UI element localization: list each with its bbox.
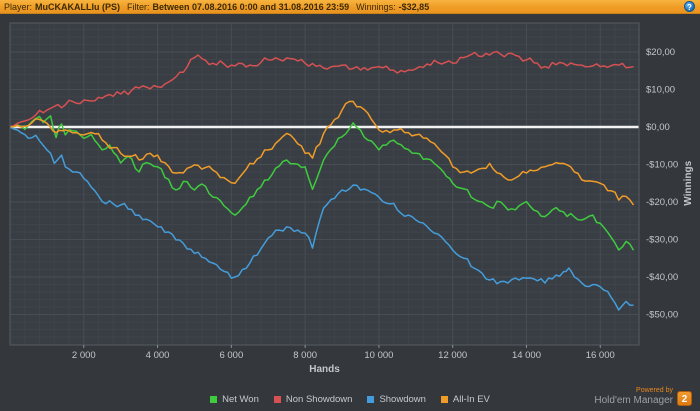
hm2-logo-badge: 2: [677, 391, 692, 406]
help-icon[interactable]: ?: [684, 1, 695, 12]
series-all-in-ev: [9, 100, 635, 206]
legend-item-net-won[interactable]: Net Won: [210, 394, 259, 405]
y-tick-label: $0,00: [646, 122, 670, 133]
x-tick-label: 2 000: [72, 350, 96, 361]
legend-label: Showdown: [379, 394, 426, 405]
legend-swatch: [367, 396, 375, 403]
y-axis-title: Winnings: [683, 160, 694, 205]
filter-value: Between 07.08.2016 0:00 and 31.08.2016 2…: [152, 1, 350, 12]
winnings-graph: 2 000 4 000 6 000 8 000 10 000 12 000 14 000 16…: [9, 22, 694, 375]
y-tick-label: -$40,00: [646, 272, 678, 283]
legend-label: Non Showdown: [285, 394, 353, 405]
chart-legend: Net Won Non Showdown Showdown All-In EV: [0, 394, 700, 405]
filter-label: Filter:: [127, 1, 150, 12]
plot-background: [10, 23, 639, 345]
x-tick-label: 16 000: [586, 350, 615, 361]
y-tick-label: -$30,00: [646, 235, 678, 246]
x-tick-label: 12 000: [438, 350, 467, 361]
winnings-label: Winnings:: [356, 1, 396, 12]
legend-item-showdown[interactable]: Showdown: [367, 394, 426, 405]
legend-label: Net Won: [222, 394, 259, 405]
legend-swatch: [273, 396, 281, 403]
legend-label: All-In EV: [452, 394, 490, 405]
plot-border: [9, 22, 640, 346]
y-tick-label: $20,00: [646, 47, 675, 58]
x-axis-title: Hands: [309, 364, 340, 375]
powered-by-block: Powered by Hold'em Manager 2: [594, 387, 692, 406]
series-showdown: [9, 126, 634, 311]
brand-text: Hold'em Manager: [594, 395, 673, 406]
x-tick-marks: [83, 345, 601, 348]
series-non-showdown: [9, 50, 634, 128]
x-tick-label: 14 000: [512, 350, 541, 361]
x-tick-label: 6 000: [219, 350, 243, 361]
x-tick-label: 10 000: [364, 350, 393, 361]
winnings-value: -$32,85: [398, 1, 430, 12]
legend-swatch: [440, 396, 448, 403]
legend-swatch: [210, 396, 218, 403]
x-tick-label: 4 000: [146, 350, 170, 361]
graph-title-bar: Player: MuCKAKALLlu (PS) Filter: Between…: [0, 0, 700, 14]
y-tick-label: -$10,00: [646, 160, 678, 171]
legend-item-non-showdown[interactable]: Non Showdown: [273, 394, 353, 405]
y-tick-label: -$20,00: [646, 197, 678, 208]
legend-item-all-in-ev[interactable]: All-In EV: [440, 394, 490, 405]
y-tick-label: $10,00: [646, 85, 675, 96]
player-label: Player:: [4, 1, 33, 12]
powered-by-text: Powered by: [636, 387, 673, 394]
minor-gridlines: [10, 23, 639, 345]
x-tick-label: 8 000: [293, 350, 317, 361]
player-value: MuCKAKALLlu (PS): [35, 1, 121, 12]
y-tick-label: -$50,00: [646, 310, 678, 321]
